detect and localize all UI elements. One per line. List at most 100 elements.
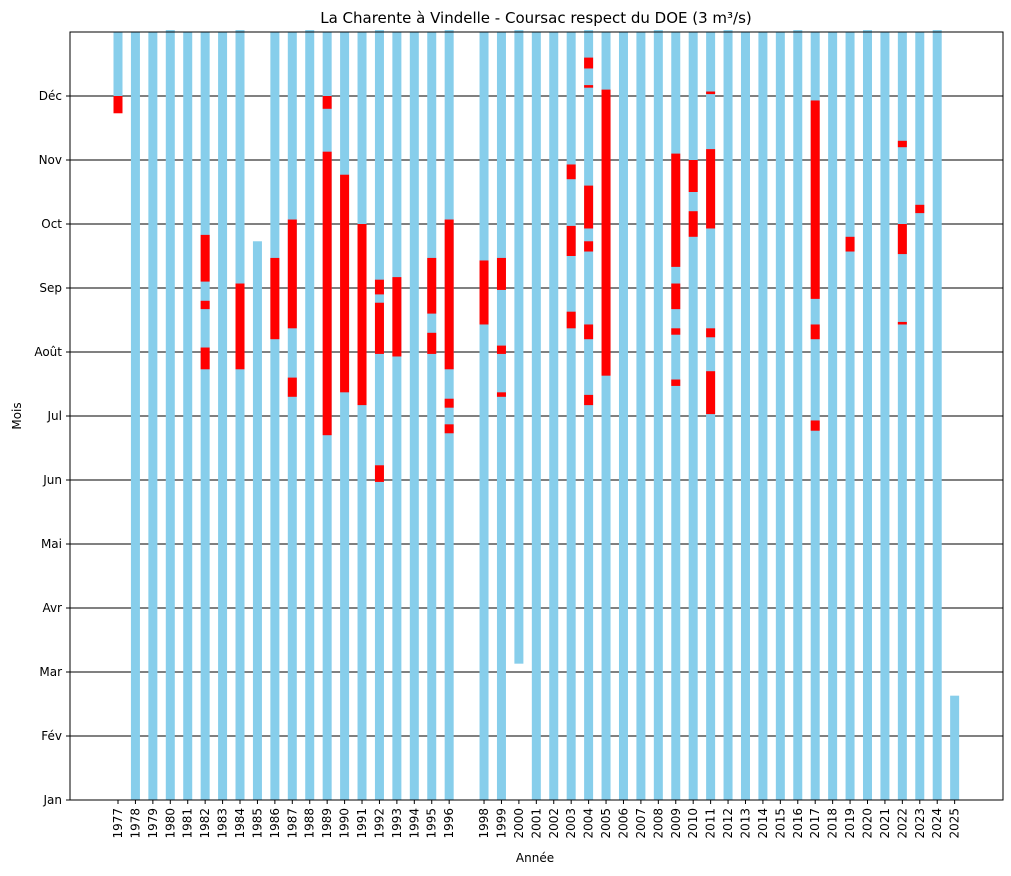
x-tick-label: 1993 [390,808,404,839]
y-tick-label: Jun [42,473,62,487]
y-axis-label: Mois [10,402,24,429]
x-tick-label: 2014 [756,808,770,839]
bar-below-doe-2022-2 [897,140,907,148]
x-tick-label: 1999 [494,808,508,839]
x-tick-label: 2010 [686,808,700,839]
bar-data-1999 [496,32,506,800]
bar-data-1979 [148,32,158,800]
bar-below-doe-1996-2 [444,219,454,370]
bar-data-2022 [897,32,907,800]
x-tick-label: 2016 [791,808,805,839]
bar-below-doe-2004-0 [584,394,594,406]
x-tick-label: 1979 [146,808,160,839]
bar-data-2017 [810,32,820,800]
x-tick-label: 2018 [826,808,840,839]
bar-below-doe-1989-1 [322,96,332,109]
x-tick-label: 2022 [895,808,909,839]
y-tick-label: Déc [39,89,62,103]
x-axis-ticks: 1977 1978 1979 1980 1981 1982 1983 1984 1985 1986… [111,800,962,839]
bar-below-doe-1991-0 [357,224,367,406]
y-tick-label: Mai [41,537,62,551]
x-tick-label: 1986 [268,808,282,839]
x-tick-label: 1994 [407,808,421,839]
bar-data-2018 [828,32,838,800]
bar-data-2012 [723,30,733,800]
bar-below-doe-1989-0 [322,151,332,436]
bar-below-doe-1995-1 [427,257,437,314]
bar-below-doe-1986-0 [270,257,280,340]
bar-below-doe-1987-1 [287,219,297,329]
bars [113,30,960,800]
x-tick-label: 1995 [425,808,439,839]
bar-data-1984 [235,30,245,800]
bar-data-1985 [252,241,262,800]
x-axis-label: Année [516,851,554,865]
bar-below-doe-1977-0 [113,96,123,114]
x-tick-label: 2021 [878,808,892,839]
bar-below-doe-2009-0 [671,379,681,386]
bar-below-doe-2004-4 [584,85,594,88]
x-tick-label: 2023 [913,808,927,839]
x-tick-label: 1998 [477,808,491,839]
bar-below-doe-2004-3 [584,185,594,229]
bar-below-doe-2011-1 [706,328,716,338]
bar-below-doe-1999-1 [496,345,506,354]
x-tick-label: 2020 [860,808,874,839]
bar-data-1991 [357,32,367,800]
bar-data-2014 [758,32,768,800]
x-tick-label: 1985 [250,808,264,839]
bar-data-2024 [932,30,942,800]
bar-data-2013 [740,32,750,800]
bar-below-doe-2023-0 [915,204,925,214]
bar-below-doe-2009-3 [671,153,681,267]
bar-data-2002 [549,32,559,800]
y-tick-label: Oct [41,217,62,231]
bar-below-doe-1999-2 [496,257,506,290]
x-tick-label: 2002 [547,808,561,839]
x-tick-label: 1983 [216,808,230,839]
bar-below-doe-1982-0 [200,347,210,370]
x-tick-label: 1991 [355,808,369,839]
x-tick-label: 2025 [948,808,962,839]
bar-below-doe-2009-2 [671,283,681,310]
bar-data-1988 [305,30,315,800]
x-tick-label: 1988 [303,808,317,839]
bar-data-1980 [165,30,175,800]
x-tick-label: 2024 [930,808,944,839]
x-tick-label: 1996 [442,808,456,839]
y-tick-label: Mar [39,665,62,679]
bar-data-2021 [880,32,890,800]
bar-data-2008 [653,30,663,800]
bar-below-doe-2022-1 [897,224,907,255]
bar-data-1982 [200,32,210,800]
bar-below-doe-2009-1 [671,328,681,335]
x-tick-label: 1980 [163,808,177,839]
bar-below-doe-1990-0 [340,174,350,393]
bar-data-2003 [566,32,576,800]
bar-below-doe-1992-2 [374,279,384,295]
x-tick-label: 2017 [808,808,822,839]
x-tick-label: 2015 [773,808,787,839]
bar-below-doe-2003-2 [566,164,576,180]
bar-data-2011 [706,32,716,800]
x-tick-label: 1989 [320,808,334,839]
bar-data-1990 [340,32,350,800]
bar-below-doe-1992-0 [374,465,384,482]
bar-data-1981 [183,32,193,800]
bar-below-doe-2003-1 [566,225,576,256]
bar-below-doe-2011-0 [706,371,716,415]
bar-below-doe-2017-2 [810,100,820,299]
bar-data-2007 [636,32,646,800]
bar-below-doe-1998-0 [479,260,489,325]
bar-data-2019 [845,32,855,800]
bar-data-1987 [287,32,297,800]
bar-below-doe-2010-1 [688,160,698,192]
bar-below-doe-1993-0 [392,277,402,357]
bar-data-2023 [915,32,925,800]
y-tick-label: Jan [43,793,63,807]
bar-below-doe-1992-1 [374,302,384,354]
bar-data-2015 [775,32,785,800]
x-tick-label: 1990 [338,808,352,839]
bar-data-1986 [270,32,280,800]
